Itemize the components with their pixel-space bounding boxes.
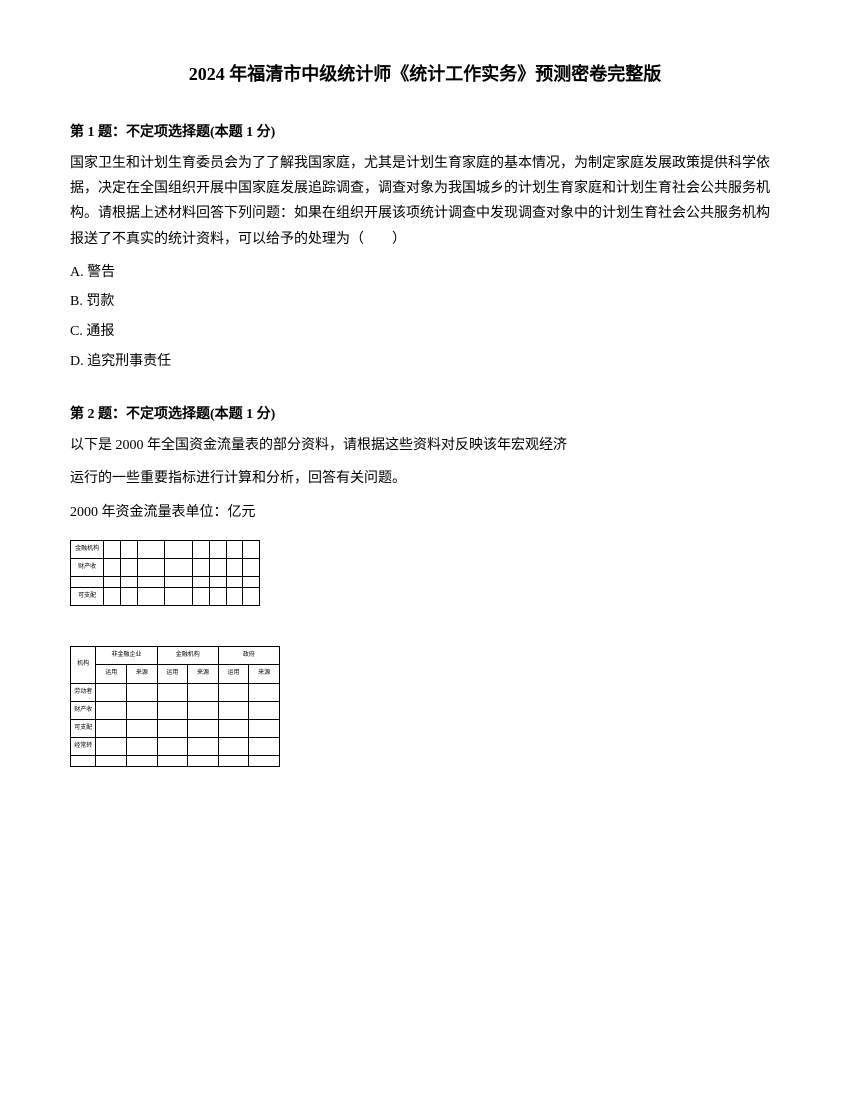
q1-header: 第 1 题：不定项选择题(本题 1 分) [70,121,780,141]
t1-cell [137,540,165,558]
t1-cell [243,577,260,588]
t1-cell [104,558,121,576]
t1-cell [193,577,210,588]
t1-cell [165,577,193,588]
t2-cell: 机构 [71,647,96,683]
t2-cell [188,720,219,738]
q1-option-b: B. 罚款 [70,289,780,316]
t2-cell: 来源 [127,665,158,683]
q2-line3: 2000 年资金流量表单位：亿元 [70,500,780,525]
data-table-1: 金融机构 财产收 [70,540,260,607]
t2-cell [157,756,188,767]
t2-cell: 来源 [249,665,280,683]
t2-cell [96,683,127,701]
t1-cell [193,588,210,606]
t1-cell [104,588,121,606]
t2-cell [96,756,127,767]
q1-option-d: D. 追究刑事责任 [70,349,780,376]
t1-cell [209,540,226,558]
t1-cell: 金融机构 [71,540,104,558]
t2-cell [96,738,127,756]
t2-cell: 运用 [96,665,127,683]
t2-cell: 运用 [218,665,249,683]
t2-cell [218,756,249,767]
t2-cell: 非金融企业 [96,647,157,665]
t2-cell [249,683,280,701]
t1-cell [209,577,226,588]
t1-cell [165,588,193,606]
t1-cell [165,558,193,576]
t2-cell [157,701,188,719]
t2-cell [157,720,188,738]
question-1: 第 1 题：不定项选择题(本题 1 分) 国家卫生和计划生育委员会为了了解我国家… [70,121,780,375]
t2-cell [218,738,249,756]
t2-cell [249,756,280,767]
t2-cell [249,720,280,738]
t2-cell [188,738,219,756]
t2-cell [218,701,249,719]
t1-cell [226,588,243,606]
t1-cell [243,588,260,606]
t1-cell [104,540,121,558]
data-table-2: 机构 非金融企业 金融机构 政府 运用 来源 运用 来源 运用 来源 劳动者 [70,646,280,767]
t2-cell [188,701,219,719]
t1-cell [137,558,165,576]
t1-cell [121,540,138,558]
q2-line1: 以下是 2000 年全国资金流量表的部分资料，请根据这些资料对反映该年宏观经济 [70,433,780,458]
t2-cell [249,738,280,756]
table-2-container: 机构 非金融企业 金融机构 政府 运用 来源 运用 来源 运用 来源 劳动者 [70,646,780,767]
document-title: 2024 年福清市中级统计师《统计工作实务》预测密卷完整版 [70,60,780,86]
t2-cell: 政府 [218,647,279,665]
q1-option-a: A. 警告 [70,260,780,287]
t2-cell [96,720,127,738]
t2-cell: 可支配 [71,720,96,738]
t2-cell [71,756,96,767]
t2-cell: 经常转 [71,738,96,756]
t2-cell [127,683,158,701]
t2-cell: 来源 [188,665,219,683]
question-2: 第 2 题：不定项选择题(本题 1 分) 以下是 2000 年全国资金流量表的部… [70,403,780,767]
t1-cell [121,577,138,588]
t1-cell [209,558,226,576]
t2-cell: 财产收 [71,701,96,719]
t2-cell [188,756,219,767]
t1-cell [209,588,226,606]
t2-cell [157,683,188,701]
t2-cell [188,683,219,701]
t2-cell [96,701,127,719]
t1-cell [226,558,243,576]
t1-cell [165,540,193,558]
q1-body: 国家卫生和计划生育委员会为了了解我国家庭，尤其是计划生育家庭的基本情况，为制定家… [70,151,780,252]
t2-cell [157,738,188,756]
t2-cell [127,756,158,767]
t1-cell [243,558,260,576]
t2-cell [127,738,158,756]
t2-cell: 运用 [157,665,188,683]
t1-cell [243,540,260,558]
t2-cell: 劳动者 [71,683,96,701]
t1-cell: 可支配 [71,588,104,606]
table-1-container: 金融机构 财产收 [70,540,780,607]
t1-cell [121,588,138,606]
t1-cell [137,588,165,606]
t1-cell [137,577,165,588]
q2-line2: 运行的一些重要指标进行计算和分析，回答有关问题。 [70,466,780,491]
t1-cell [121,558,138,576]
t1-cell [193,540,210,558]
t2-cell [218,683,249,701]
t2-cell [249,701,280,719]
t1-cell [226,577,243,588]
q2-header: 第 2 题：不定项选择题(本题 1 分) [70,403,780,423]
t1-cell: 财产收 [71,558,104,576]
t2-cell [127,720,158,738]
q1-option-c: C. 通报 [70,319,780,346]
t1-cell [104,577,121,588]
t1-cell [71,577,104,588]
t2-cell [127,701,158,719]
t2-cell [218,720,249,738]
t1-cell [226,540,243,558]
t2-cell: 金融机构 [157,647,218,665]
t1-cell [193,558,210,576]
